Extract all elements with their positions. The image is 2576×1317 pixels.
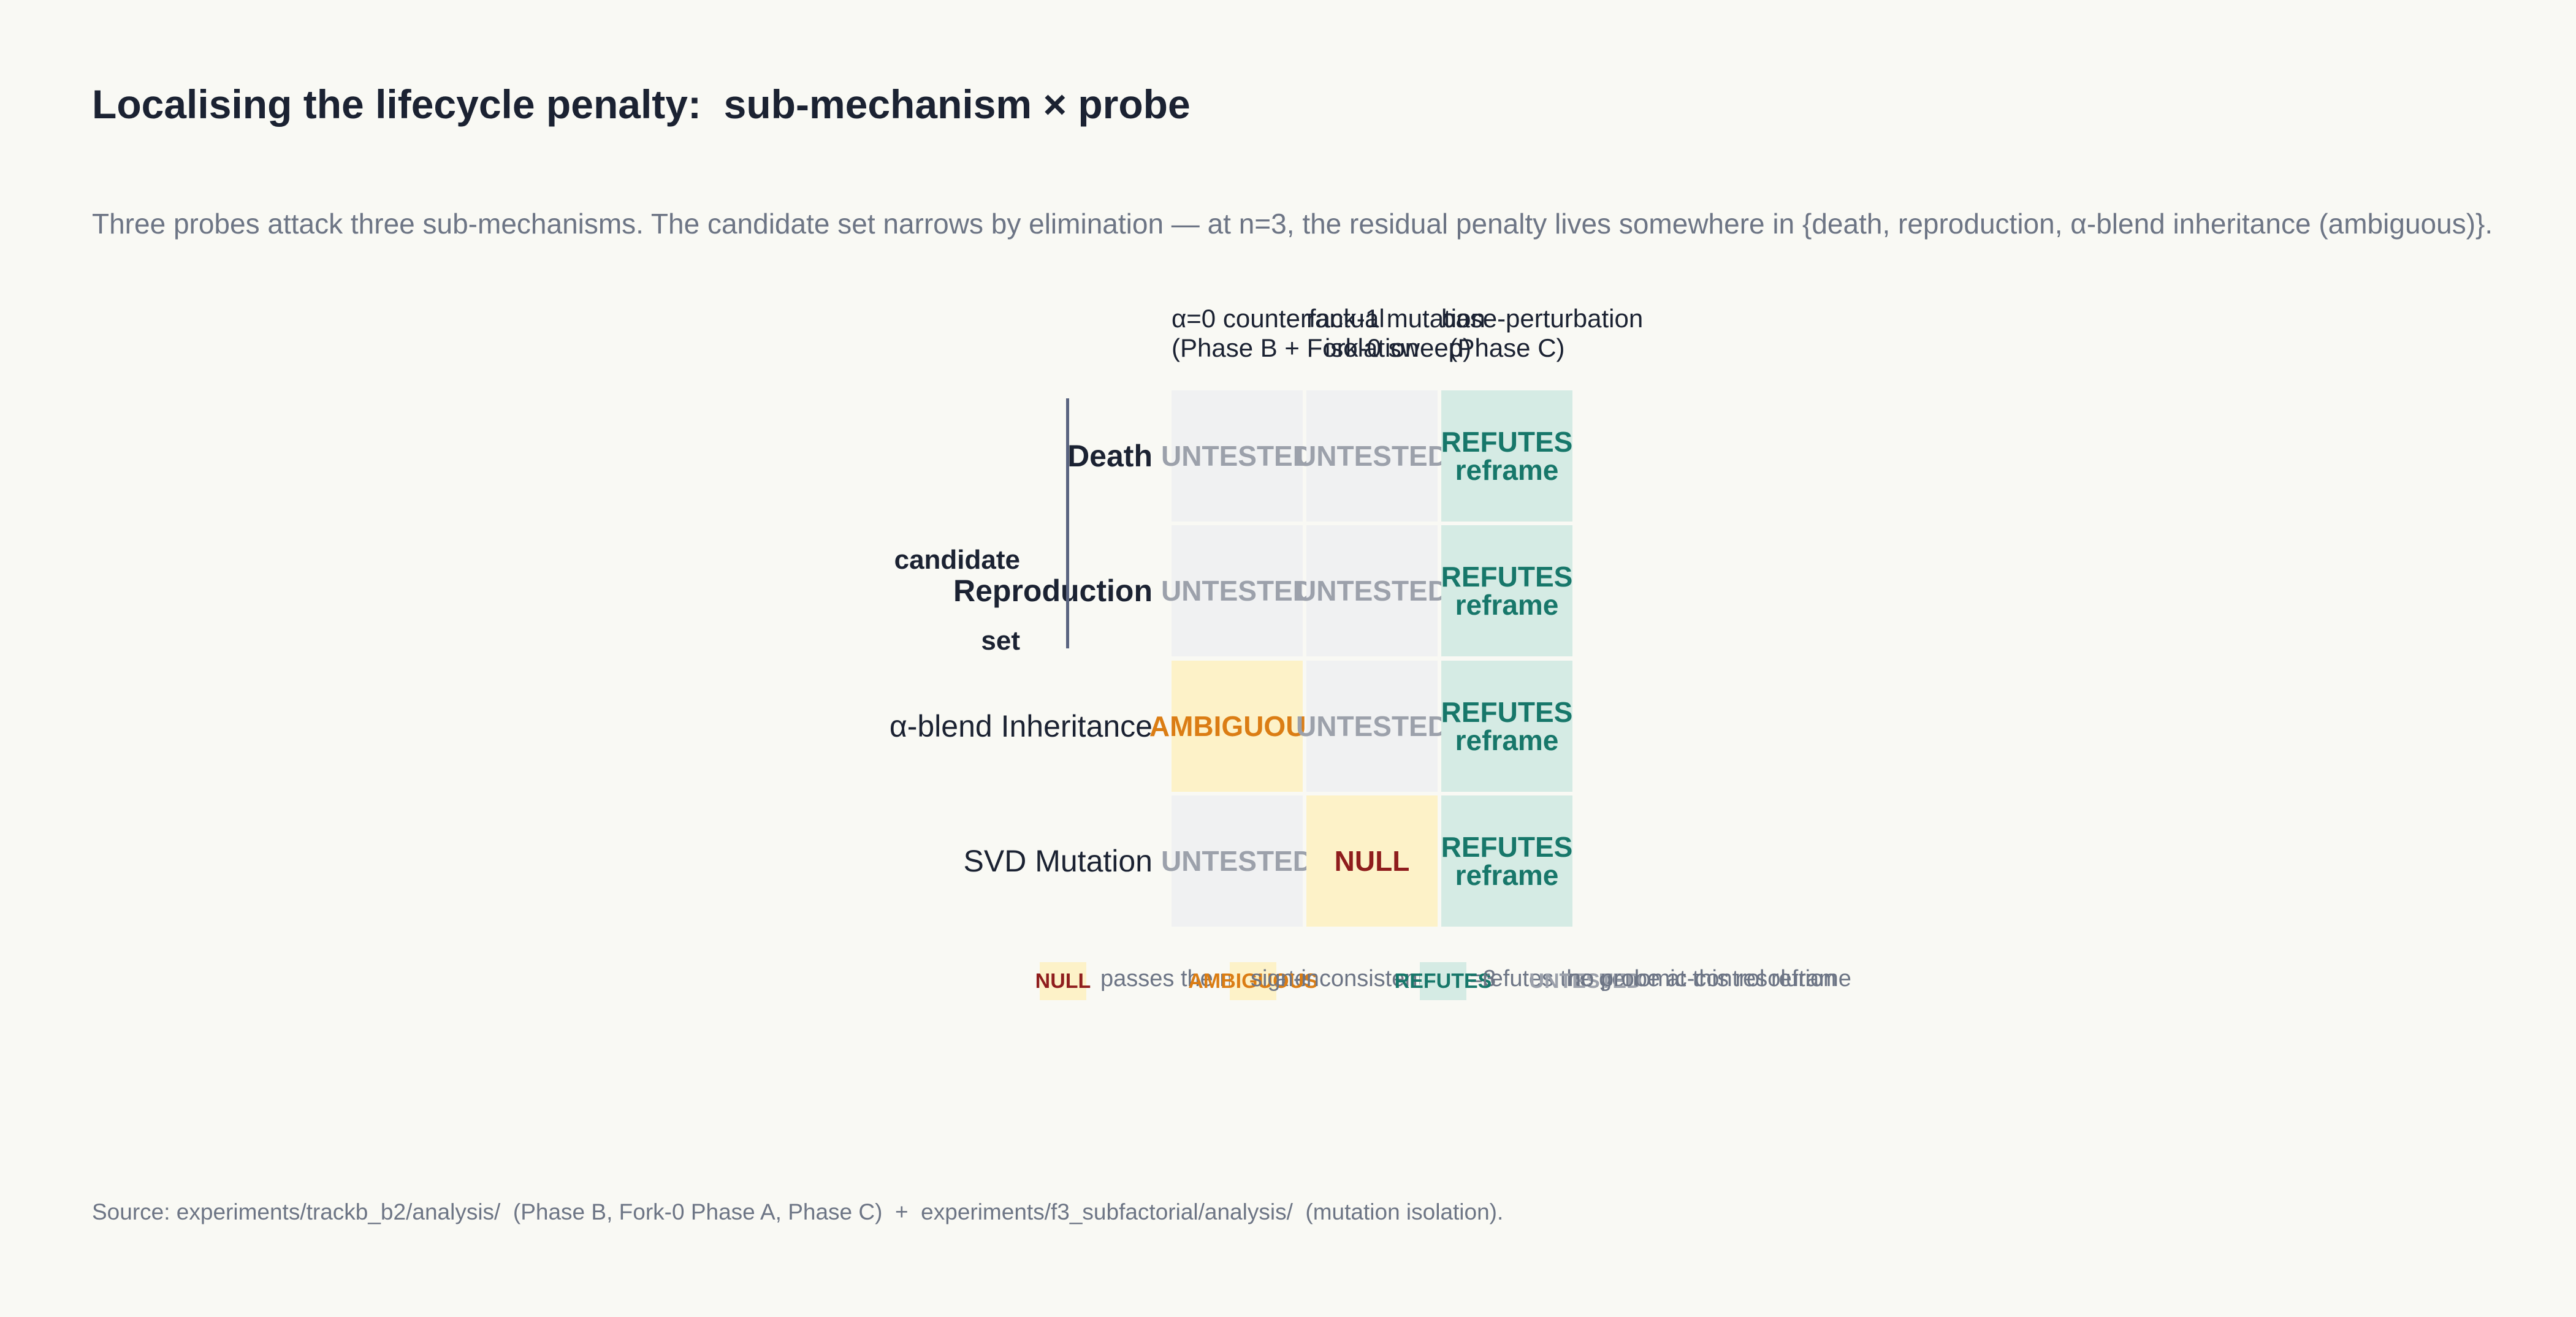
legend-swatch-label: REFUTES <box>1394 969 1492 993</box>
heatmap-cell-label: AMBIGUOUS <box>1149 710 1325 742</box>
heatmap-cell-label: UNTESTED <box>1296 440 1448 472</box>
column-header-1-line2: (Phase B + Fork-0 sweep) <box>1172 333 1472 362</box>
legend-swatch-label: UNTESTED <box>1529 969 1642 993</box>
candidate-set-bracket <box>1066 398 1069 648</box>
candidate-set-label: candidate set <box>894 493 1020 681</box>
heatmap-cell-label: UNTESTED <box>1161 575 1313 607</box>
row-label-4: SVD Mutation <box>963 844 1153 878</box>
heatmap-cell-r3-c2: UNTESTED <box>1296 661 1448 792</box>
legend-swatch-label: NULL <box>1035 969 1091 993</box>
heatmap-cell-r3-c1: AMBIGUOUS <box>1149 661 1325 792</box>
heatmap-cell-r1-c3: REFUTES reframe <box>1441 390 1572 522</box>
legend-text-untested: no probe at this resolution <box>1568 966 1837 992</box>
column-header-3-line2: (Phase C) <box>1449 333 1565 362</box>
heatmap-cell-label: REFUTES reframe <box>1441 561 1573 621</box>
chart-subtitle: Three probes attack three sub-mechanisms… <box>92 208 2493 240</box>
column-header-1: α=0 counterfactual (Phase B + Fork-0 swee… <box>1172 304 1472 363</box>
legend-text-refutes: refutes the genomic-control reframe <box>1482 966 1851 992</box>
heatmap-cell-label: UNTESTED <box>1296 710 1448 742</box>
heatmap-cell-r4-c1: UNTESTED <box>1161 795 1313 927</box>
heatmap-cell-r4-c3: REFUTES reframe <box>1441 795 1572 927</box>
heatmap-cell-label: UNTESTED <box>1161 440 1313 472</box>
heatmap-cell-label: REFUTES reframe <box>1441 696 1573 756</box>
source-note: Source: experiments/trackb_b2/analysis/ … <box>92 1199 1504 1224</box>
heatmap-cell-r3-c3: REFUTES reframe <box>1441 661 1572 792</box>
candidate-set-label-line1: candidate <box>894 545 1020 575</box>
row-label-1: Death <box>1067 439 1153 473</box>
heatmap-cell-label: UNTESTED <box>1161 845 1313 877</box>
heatmap-cell-r1-c1: UNTESTED <box>1161 390 1313 522</box>
column-header-3-line1: base-perturbation <box>1441 304 1644 333</box>
legend-swatch-ambiguous: AMBIGUOUS <box>1188 962 1318 1000</box>
column-header-2-line1: rank-1 mutation <box>1306 304 1485 333</box>
legend-swatch-null: NULL <box>1035 962 1091 1000</box>
heatmap-cell-label: REFUTES reframe <box>1441 426 1573 486</box>
column-header-2-line2: isolation <box>1324 333 1420 362</box>
heatmap-cell-r2-c2: UNTESTED <box>1296 525 1448 656</box>
heatmap-cell-r2-c3: REFUTES reframe <box>1441 525 1572 656</box>
heatmap-cell-label: UNTESTED <box>1296 575 1448 607</box>
heatmap-cell-r4-c2: NULL <box>1306 795 1438 927</box>
heatmap-cell-r1-c2: UNTESTED <box>1296 390 1448 522</box>
legend-swatch-untested: UNTESTED <box>1529 962 1641 1000</box>
candidate-set-label-line2: set <box>981 626 1020 656</box>
heatmap-cell-r2-c1: UNTESTED <box>1161 525 1313 656</box>
legend-swatch-refutes: REFUTES <box>1395 962 1492 1000</box>
row-label-2: Reproduction <box>953 574 1153 608</box>
column-header-1-line1: α=0 counterfactual <box>1172 304 1385 333</box>
heatmap-cell-label: REFUTES reframe <box>1441 831 1573 891</box>
column-header-2: rank-1 mutation isolation <box>1306 304 1485 363</box>
legend-swatch-label: AMBIGUOUS <box>1188 969 1318 993</box>
chart-title: Localising the lifecycle penalty: sub-me… <box>92 82 1191 127</box>
row-label-3: α-blend Inheritance <box>889 709 1153 743</box>
heatmap-cell-label: NULL <box>1334 845 1410 877</box>
column-header-3: base-perturbation (Phase C) <box>1441 304 1644 363</box>
